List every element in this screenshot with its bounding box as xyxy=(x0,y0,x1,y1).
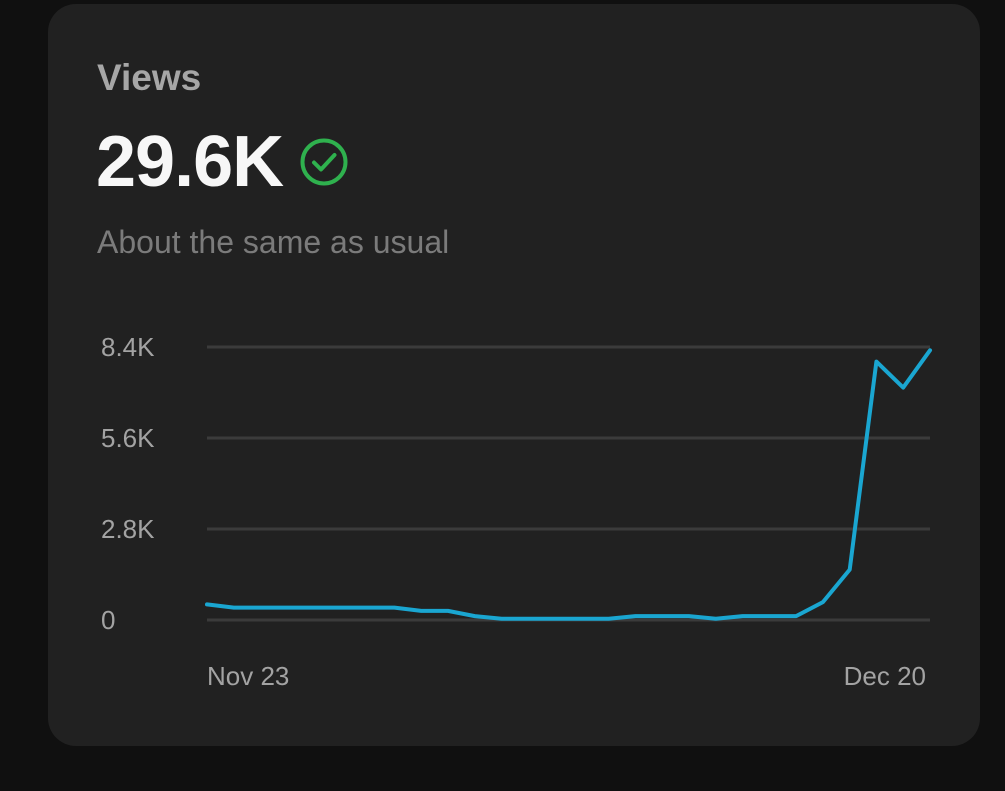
views-card xyxy=(48,4,980,746)
views-total-value: 29.6K xyxy=(96,122,284,202)
views-comparison-text: About the same as usual xyxy=(97,224,450,260)
check-circle-ring xyxy=(300,138,348,186)
views-value-row: 29.6K xyxy=(96,122,349,202)
check-circle-icon xyxy=(300,138,348,186)
card-title: Views xyxy=(97,57,202,98)
check-mark xyxy=(312,153,337,172)
